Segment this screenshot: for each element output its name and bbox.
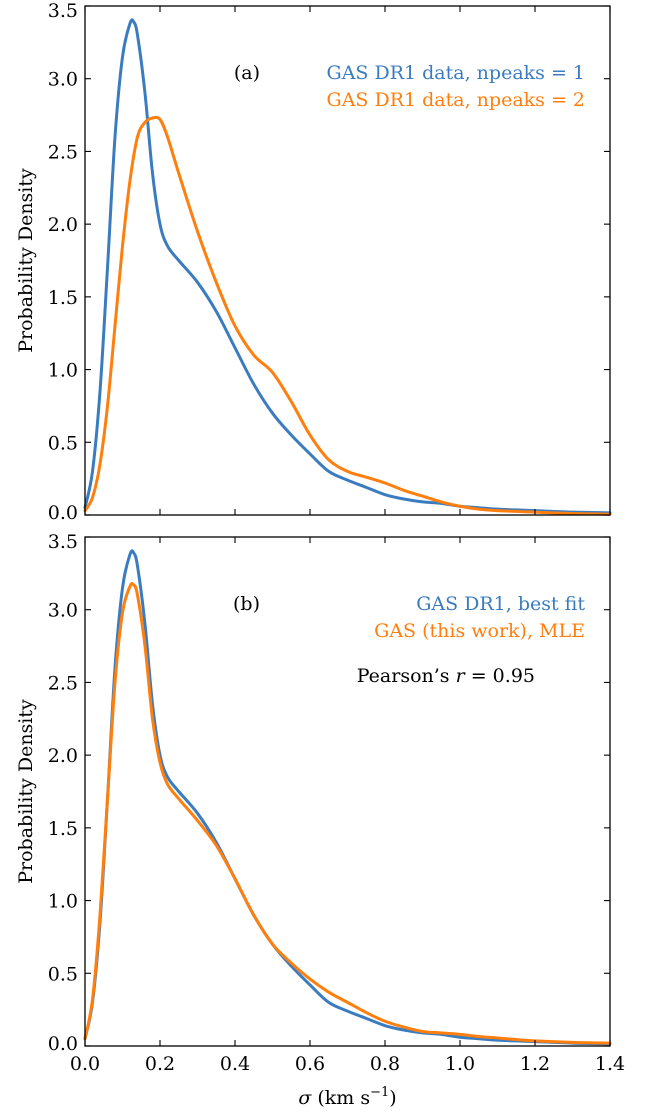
legend-entry-2: GAS DR1 data, npeaks = 2: [327, 89, 585, 111]
y-tick-label: 2.5: [48, 672, 78, 694]
x-tick-label: 1.2: [520, 1053, 550, 1075]
legend-entry-1: GAS DR1, best fit: [416, 593, 585, 615]
pearson-annotation: Pearson’s r = 0.95: [357, 665, 535, 687]
y-tick-label: 1.0: [48, 891, 78, 913]
y-tick-label: 2.5: [48, 141, 78, 163]
y-tick-label: 3.0: [48, 69, 78, 91]
x-tick-label: 0.8: [370, 1053, 400, 1075]
y-tick-label: 3.5: [48, 531, 78, 553]
x-axis-label: σ (km s−1): [298, 1085, 396, 1109]
plot-frame: [84, 5, 611, 516]
x-tick-label: 0.0: [70, 1053, 100, 1075]
y-tick-label: 1.5: [48, 818, 78, 840]
y-tick-label: 0.5: [48, 432, 78, 454]
legend-entry-1: GAS DR1 data, npeaks = 1: [327, 62, 585, 84]
y-tick-label: 3.5: [48, 0, 78, 22]
plot-frame: [84, 536, 611, 1047]
y-tick-label: 1.0: [48, 360, 78, 382]
panel-label: (a): [234, 62, 260, 84]
series-line-2: [83, 581, 612, 1045]
x-tick-label: 0.2: [145, 1053, 175, 1075]
y-tick-label: 1.5: [48, 287, 78, 309]
panel-b: 0.0 0.2 0.4 0.6 0.8 1.0 1.2 1.4 0.0 0.5 1.0 1.5 2.0 2…: [15, 531, 625, 1109]
x-tick-label: 1.0: [445, 1053, 475, 1075]
panel-a: 0.0 0.5 1.0 1.5 2.0 2.5 3.0 3.5 Probability Dens…: [15, 0, 612, 524]
legend-entry-2: GAS (this work), MLE: [374, 620, 585, 642]
y-tick-label: 3.0: [48, 600, 78, 622]
x-tick-label: 1.4: [595, 1053, 625, 1075]
y-tick-label: 0.5: [48, 963, 78, 985]
y-axis-label: Probability Density: [15, 168, 37, 353]
y-tick-label: 0.0: [48, 1033, 78, 1055]
y-tick-label: 0.0: [48, 502, 78, 524]
y-tick-label: 2.0: [48, 745, 78, 767]
y-axis-label: Probability Density: [15, 699, 37, 884]
x-tick-label: 0.4: [220, 1053, 250, 1075]
x-tick-label: 0.6: [295, 1053, 325, 1075]
panel-label: (b): [233, 593, 260, 615]
y-tick-label: 2.0: [48, 214, 78, 236]
series-line-2: [83, 115, 612, 516]
